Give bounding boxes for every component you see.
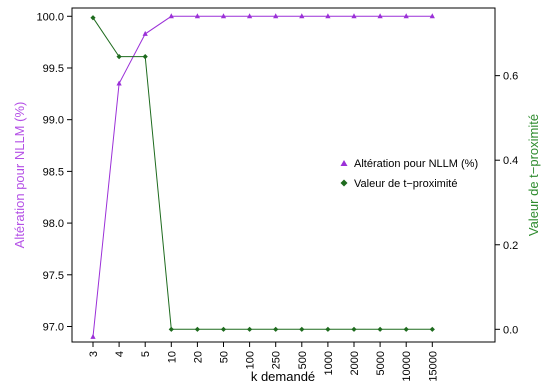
data-point bbox=[299, 326, 305, 332]
data-point bbox=[325, 13, 331, 19]
x-tick-label: 20 bbox=[192, 351, 204, 363]
data-point bbox=[194, 13, 200, 19]
right-y-tick-label: 0.0 bbox=[503, 324, 518, 336]
left-y-tick-label: 98.5 bbox=[43, 166, 64, 178]
data-point bbox=[403, 13, 409, 19]
x-tick-label: 5 bbox=[140, 351, 152, 357]
data-point bbox=[325, 326, 331, 332]
data-point bbox=[142, 54, 148, 60]
data-point bbox=[299, 13, 305, 19]
x-tick-label: 1000 bbox=[323, 351, 335, 375]
data-point bbox=[377, 326, 383, 332]
data-point bbox=[377, 13, 383, 19]
data-point bbox=[220, 326, 227, 332]
legend-label-alteration: Altération pour NLLM (%) bbox=[354, 158, 478, 170]
data-point bbox=[247, 13, 253, 19]
x-tick-label: 50 bbox=[219, 351, 231, 363]
left-y-tick-label: 99.5 bbox=[43, 63, 64, 75]
data-point bbox=[429, 326, 435, 332]
data-point bbox=[351, 326, 357, 332]
legend: Altération pour NLLM (%) Valeur de t−pro… bbox=[340, 158, 478, 190]
left-y-tick-label: 100.0 bbox=[36, 11, 64, 23]
series-line bbox=[92, 15, 433, 337]
right-y-tick-label: 0.4 bbox=[503, 155, 518, 167]
data-point bbox=[168, 326, 174, 332]
data-point bbox=[403, 326, 409, 332]
left-y-axis: 97.0 97.5 98.0 98.5 99.0 99.5 100.0 bbox=[36, 11, 72, 333]
data-point bbox=[351, 13, 357, 19]
data-point bbox=[273, 13, 279, 19]
x-tick-label: 250 bbox=[271, 351, 283, 369]
x-axis-title: k demandé bbox=[251, 369, 315, 384]
x-tick-label: 15000 bbox=[427, 351, 439, 382]
right-y-tick-label: 0.2 bbox=[503, 240, 518, 252]
data-point bbox=[90, 333, 96, 339]
data-point bbox=[220, 13, 227, 19]
data-point bbox=[142, 30, 148, 36]
left-y-tick-label: 97.5 bbox=[43, 270, 64, 282]
series-layer bbox=[90, 13, 435, 339]
right-y-tick-label: 0.6 bbox=[503, 71, 518, 83]
x-tick-label: 4 bbox=[114, 351, 126, 357]
left-y-tick-label: 97.0 bbox=[43, 321, 64, 333]
left-y-tick-label: 98.0 bbox=[43, 218, 64, 230]
x-tick-label: 100 bbox=[245, 351, 257, 369]
legend-label-proximite: Valeur de t−proximité bbox=[354, 178, 457, 190]
plot-frame bbox=[71, 7, 496, 343]
legend-diamond-marker bbox=[340, 179, 348, 187]
x-tick-label: 2000 bbox=[349, 351, 361, 375]
data-point bbox=[273, 326, 279, 332]
right-y-axis: 0.0 0.2 0.4 0.6 bbox=[495, 71, 518, 336]
x-tick-label: 10000 bbox=[401, 351, 413, 382]
x-tick-label: 500 bbox=[297, 351, 309, 369]
right-y-axis-title: Valeur de t−proximité bbox=[526, 114, 541, 236]
data-point bbox=[247, 326, 253, 332]
x-tick-label: 10 bbox=[166, 351, 178, 363]
data-point bbox=[90, 15, 96, 21]
data-point bbox=[168, 13, 174, 19]
data-point bbox=[194, 326, 200, 332]
data-point bbox=[429, 13, 435, 19]
x-tick-label: 3 bbox=[88, 351, 100, 357]
left-y-axis-title: Altération pour NLLM (%) bbox=[12, 102, 27, 249]
legend-triangle-marker bbox=[340, 160, 348, 166]
x-axis: 3 4 5 10 20 50 100 250 500 1000 2000 5000 10000 15000 bbox=[88, 342, 439, 382]
data-point bbox=[116, 80, 122, 86]
data-point bbox=[116, 54, 122, 60]
left-y-tick-label: 99.0 bbox=[43, 115, 64, 127]
series-line bbox=[92, 17, 433, 330]
x-tick-label: 5000 bbox=[375, 351, 387, 375]
